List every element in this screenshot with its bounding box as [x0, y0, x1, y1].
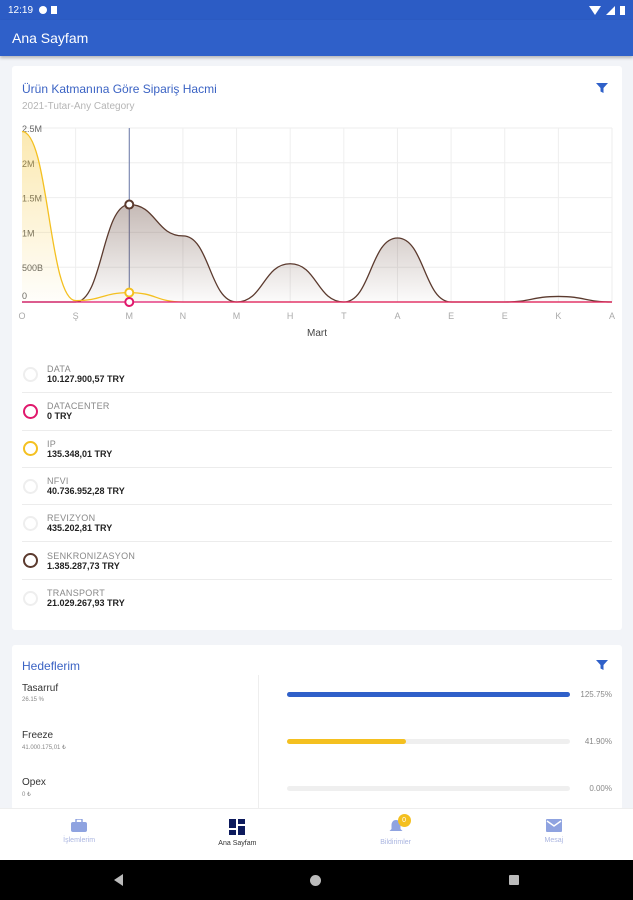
goal-progress-bar	[287, 786, 570, 791]
goal-progress-bar	[287, 692, 570, 697]
nav-label: Bildirimler	[380, 839, 411, 846]
status-bar: 12:19	[0, 0, 633, 20]
goal-progress-fill	[287, 692, 570, 697]
legend-item[interactable]: IP 135.348,01 TRY	[22, 431, 612, 468]
series-color-dot	[23, 515, 38, 531]
series-total: 40.736.952,28 TRY	[47, 486, 125, 497]
goal-name: Freeze	[22, 730, 54, 741]
x-tick-label: O	[18, 311, 25, 321]
x-tick-label: Ş	[73, 311, 79, 321]
x-tick-label: A	[394, 311, 400, 321]
series-total: 135.348,01 TRY	[47, 448, 113, 459]
back-icon[interactable]	[113, 874, 123, 886]
series-area	[22, 204, 612, 302]
goal-value: 41.000.175,01 ₺	[22, 745, 66, 751]
goal-percent: 41.90%	[584, 737, 612, 746]
series-name: DATA	[47, 364, 71, 375]
goal-percent: 0.00%	[589, 784, 612, 793]
system-navigation-bar	[0, 860, 633, 900]
sim-icon	[51, 6, 58, 14]
x-tick-label: H	[287, 311, 294, 321]
x-tick-label: M	[126, 311, 134, 321]
page-title: Ana Sayfam	[12, 30, 89, 46]
recents-icon[interactable]	[509, 875, 520, 885]
notification-badge: 0	[397, 814, 411, 827]
nav-label: Ana Sayfam	[218, 840, 257, 847]
app-bar: Ana Sayfam	[0, 20, 633, 56]
series-name: SENKRONIZASYON	[47, 550, 136, 561]
selected-point-marker[interactable]	[124, 287, 135, 298]
goal-name: Tasarruf	[22, 683, 59, 694]
nav-item-ana-sayfam[interactable]: Ana Sayfam	[158, 809, 316, 860]
divider	[258, 675, 259, 810]
x-axis-label: Mart	[307, 328, 327, 339]
series-total: 0 TRY	[47, 411, 73, 422]
series-name: IP	[47, 438, 57, 449]
series-name: TRANSPORT	[47, 588, 106, 599]
x-tick-label: K	[555, 311, 561, 321]
wifi-icon	[589, 5, 601, 15]
legend-item[interactable]: DATACENTER 0 TRY	[22, 393, 612, 431]
goal-value: 0 ₺	[22, 792, 31, 798]
chart-legend: DATA 10.127.900,57 TRY DATACENTER 0 TRY IP 13…	[22, 356, 612, 617]
order-volume-card: Ürün Katmanına Göre Sipariş Hacmi 2021-T…	[12, 66, 622, 630]
series-name: NFVI	[47, 476, 69, 487]
series-color-dot	[23, 366, 38, 382]
card-title: Hedeflerim	[22, 659, 81, 673]
briefcase-icon	[71, 819, 88, 832]
series-name: DATACENTER	[47, 401, 110, 412]
home-icon[interactable]	[310, 874, 322, 886]
nav-item-mesaj[interactable]: Mesaj	[475, 809, 633, 860]
legend-item[interactable]: NFVI 40.736.952,28 TRY	[22, 468, 612, 506]
legend-item[interactable]: TRANSPORT 21.029.267,93 TRY	[22, 580, 612, 617]
goals-card: Hedeflerim Tasarruf 26.15 % 125.75% Freeze…	[12, 645, 622, 810]
series-color-dot	[23, 590, 38, 606]
legend-item[interactable]: SENKRONIZASYON 1.385.287,73 TRY	[22, 542, 612, 580]
x-tick-label: N	[180, 311, 187, 321]
series-total: 21.029.267,93 TRY	[47, 598, 125, 609]
filter-icon[interactable]	[596, 82, 608, 94]
goal-item: Tasarruf 26.15 %	[22, 683, 58, 723]
series-color-dot	[23, 441, 38, 457]
goal-value: 26.15 %	[22, 697, 45, 703]
dashboard-icon	[229, 819, 246, 835]
goal-progress-bar	[287, 739, 570, 744]
x-tick-label: M	[233, 311, 241, 321]
selected-point-marker[interactable]	[124, 297, 135, 307]
goal-percent: 125.75%	[580, 690, 612, 699]
y-tick-label: 2.5M	[22, 124, 42, 134]
series-color-dot	[23, 478, 38, 494]
series-total: 1.385.287,73 TRY	[47, 560, 120, 571]
app-notification-icon	[39, 6, 48, 14]
series-name: REVIZYON	[47, 513, 96, 524]
x-tick-label: E	[502, 311, 508, 321]
selected-point-marker[interactable]	[124, 199, 135, 210]
mail-icon	[545, 819, 562, 832]
series-color-dot	[23, 553, 38, 569]
legend-item[interactable]: REVIZYON 435.202,81 TRY	[22, 505, 612, 543]
nav-item-islemlerim[interactable]: İşlemlerim	[0, 809, 158, 860]
x-tick-label: E	[448, 311, 454, 321]
x-tick-label: A	[609, 311, 615, 321]
nav-label: İşlemlerim	[63, 837, 96, 844]
series-total: 10.127.900,57 TRY	[47, 374, 125, 385]
goal-name: Opex	[22, 777, 46, 788]
series-total: 435.202,81 TRY	[47, 523, 113, 534]
card-subtitle: 2021-Tutar-Any Category	[22, 101, 135, 112]
goal-progress-fill	[287, 739, 406, 744]
goal-item: Freeze 41.000.175,01 ₺	[22, 730, 66, 770]
signal-icon	[606, 5, 615, 15]
filter-icon[interactable]	[596, 659, 608, 671]
battery-icon	[620, 5, 625, 15]
series-color-dot	[23, 403, 38, 419]
bottom-navigation: İşlemlerim Ana Sayfam 0 Bildirimler Mesa…	[0, 808, 633, 860]
card-title: Ürün Katmanına Göre Sipariş Hacmi	[22, 82, 217, 96]
x-tick-label: T	[341, 311, 347, 321]
legend-item[interactable]: DATA 10.127.900,57 TRY	[22, 356, 612, 394]
goal-item: Opex 0 ₺	[22, 777, 46, 810]
nav-label: Mesaj	[544, 837, 564, 844]
status-time: 12:19	[8, 4, 34, 16]
nav-item-bildirimler[interactable]: 0 Bildirimler	[317, 809, 475, 860]
